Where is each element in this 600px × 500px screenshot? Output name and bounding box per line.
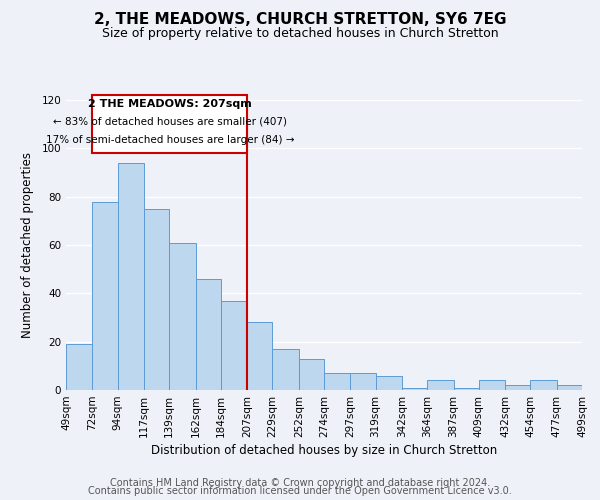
Bar — [479, 380, 505, 390]
X-axis label: Distribution of detached houses by size in Church Stretton: Distribution of detached houses by size … — [151, 444, 497, 457]
Text: 17% of semi-detached houses are larger (84) →: 17% of semi-detached houses are larger (… — [46, 135, 294, 145]
Bar — [557, 385, 582, 390]
Y-axis label: Number of detached properties: Number of detached properties — [22, 152, 34, 338]
Bar — [324, 373, 350, 390]
Bar — [350, 373, 376, 390]
Bar — [376, 376, 402, 390]
Bar — [505, 385, 530, 390]
Text: Contains HM Land Registry data © Crown copyright and database right 2024.: Contains HM Land Registry data © Crown c… — [110, 478, 490, 488]
Text: ← 83% of detached houses are smaller (407): ← 83% of detached houses are smaller (40… — [53, 117, 287, 127]
Bar — [92, 202, 118, 390]
Bar — [427, 380, 454, 390]
Text: 2 THE MEADOWS: 207sqm: 2 THE MEADOWS: 207sqm — [88, 99, 251, 109]
Bar — [118, 163, 144, 390]
Bar — [66, 344, 92, 390]
Bar — [530, 380, 557, 390]
Bar — [299, 358, 324, 390]
Bar — [454, 388, 479, 390]
Bar — [144, 209, 169, 390]
Text: 2, THE MEADOWS, CHURCH STRETTON, SY6 7EG: 2, THE MEADOWS, CHURCH STRETTON, SY6 7EG — [94, 12, 506, 28]
Text: Contains public sector information licensed under the Open Government Licence v3: Contains public sector information licen… — [88, 486, 512, 496]
Bar — [92, 95, 247, 153]
Bar — [402, 388, 427, 390]
Bar — [196, 279, 221, 390]
Bar — [272, 349, 299, 390]
Bar — [247, 322, 272, 390]
Bar — [221, 300, 247, 390]
Bar — [169, 242, 196, 390]
Text: Size of property relative to detached houses in Church Stretton: Size of property relative to detached ho… — [101, 28, 499, 40]
